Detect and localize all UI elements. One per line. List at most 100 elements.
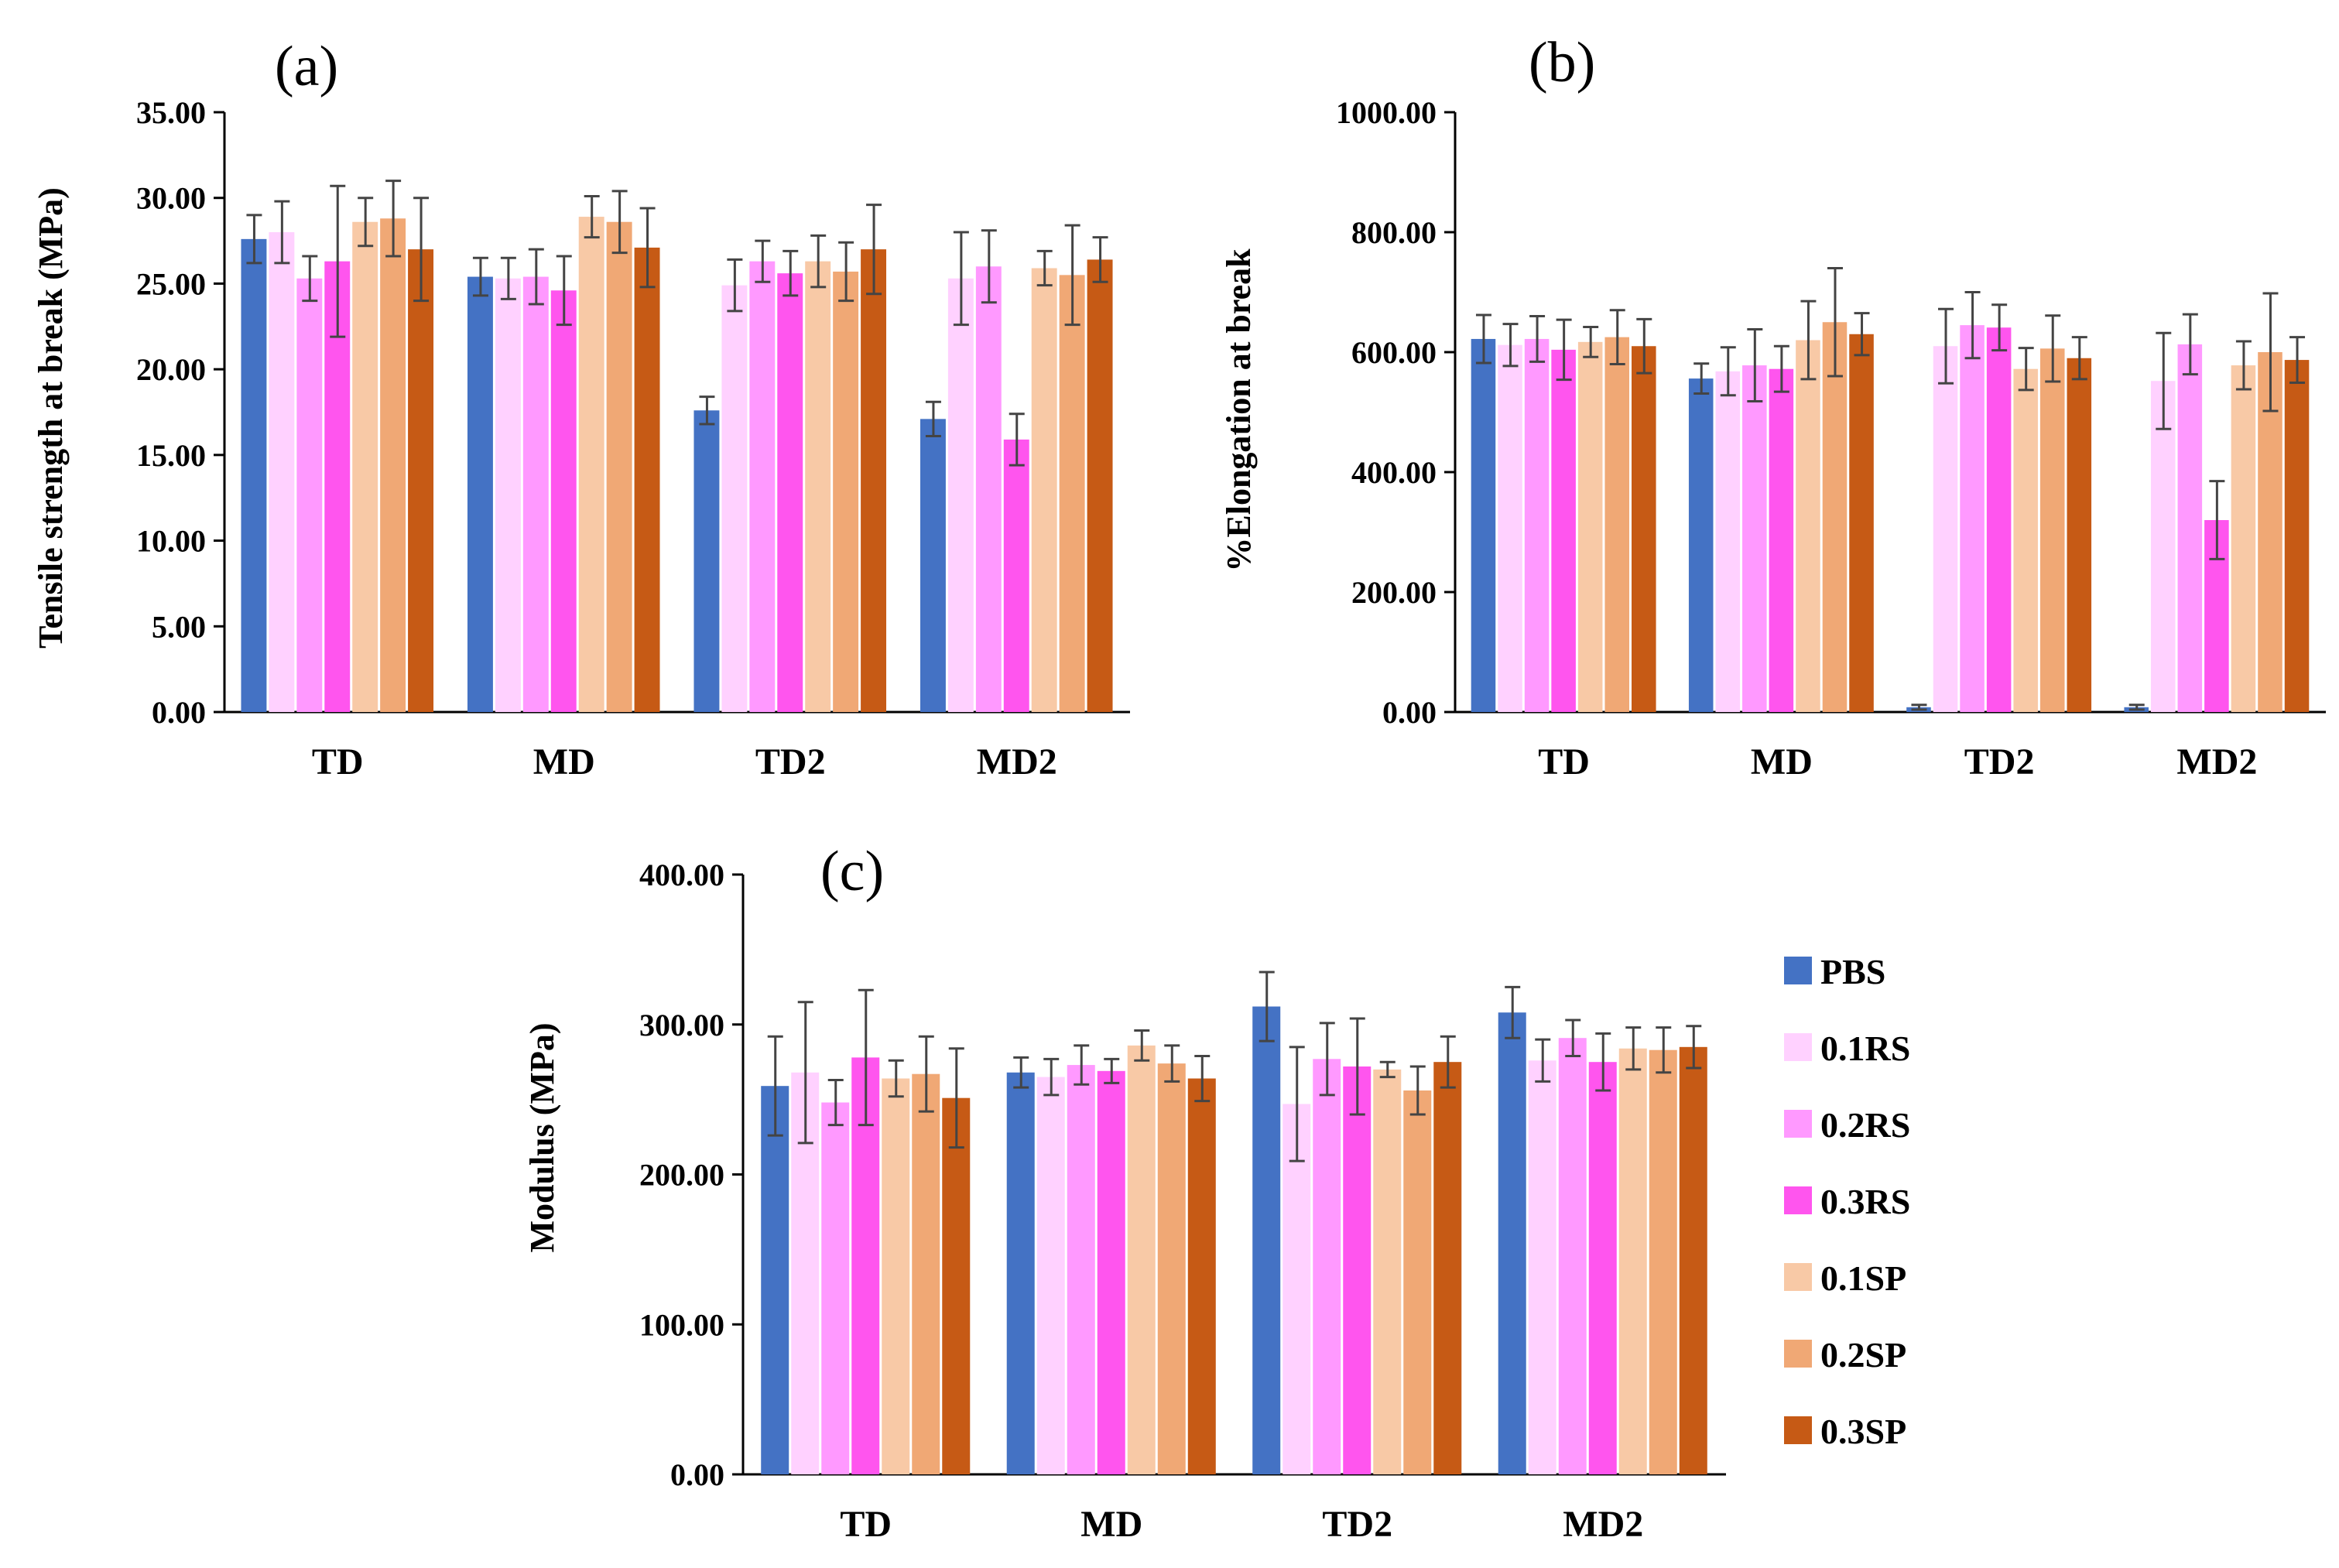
bar-PBS-TD [241,238,267,712]
bar-0.3SP-MD2 [2284,360,2310,712]
bar-0.1RS-TD [1498,344,1522,712]
bar-0.2SP-TD [380,218,406,712]
legend-swatch [1784,1110,1812,1138]
y-tick-label: 400.00 [639,858,724,892]
y-tick-label: 25.00 [136,266,206,301]
bar-0.1SP-MD [1796,340,1820,712]
bar-0.3RS-TD [1551,349,1576,712]
bar-0.2SP-MD2 [2258,352,2282,712]
bar-0.2RS-TD2 [1960,325,1985,712]
bar-0.1SP-TD [882,1078,910,1474]
bar-0.3SP-MD2 [1679,1046,1707,1474]
x-tick-label: MD2 [2176,741,2257,782]
bar-0.2RS-MD [1742,365,1767,712]
y-tick-label: 35.00 [136,95,206,130]
bar-0.1SP-MD2 [1031,268,1057,712]
legend-swatch [1784,1416,1812,1444]
bar-PBS-MD2 [920,419,946,712]
bar-PBS-TD [1471,338,1496,712]
bar-0.2RS-TD [296,278,323,712]
legend-entry: 0.1RS [1820,1029,1910,1068]
legend-entry: 0.2SP [1820,1335,1906,1375]
bar-0.1RS-MD2 [2150,381,2176,712]
x-tick-label: TD2 [1964,741,2035,782]
bar-0.3SP-TD2 [1433,1062,1462,1474]
bar-0.3RS-MD [1097,1070,1125,1474]
bar-0.2SP-TD2 [2039,348,2065,712]
bar-0.3RS-MD [1769,368,1794,712]
x-tick-label: TD [312,741,364,782]
y-tick-label: 600.00 [1351,335,1437,370]
panel-label-a: (a) [275,35,338,98]
legend-swatch [1784,957,1812,984]
legend-entry: 0.1SP [1820,1258,1906,1298]
x-tick-label: MD [1080,1504,1142,1545]
bar-0.3SP-TD2 [861,249,887,713]
bar-0.3SP-MD2 [1087,259,1113,712]
bar-0.2SP-MD2 [1059,275,1085,712]
bar-0.3SP-TD [1632,346,1656,712]
y-tick-label: 20.00 [136,352,206,387]
bar-0.1RS-MD2 [947,278,974,712]
bar-0.3RS-TD2 [777,273,803,713]
bar-0.2SP-TD2 [833,271,859,712]
bar-0.3SP-TD [942,1097,971,1474]
bar-PBS-MD [1688,378,1714,712]
bar-0.1SP-TD2 [1373,1069,1402,1474]
bar-0.1RS-TD2 [1933,346,1958,712]
bar-PBS-TD2 [693,410,720,712]
bar-0.2SP-MD2 [1649,1049,1677,1474]
bar-0.1RS-MD [495,278,521,712]
x-tick-label: TD [1538,741,1590,782]
bar-0.1SP-TD [352,221,378,712]
bar-0.1SP-MD [1127,1045,1156,1474]
y-axis-label-b: %Elongation at break [1220,248,1258,572]
y-axis-label-a: Tensile strength at break (MPa) [32,187,70,649]
y-tick-label: 300.00 [639,1008,724,1042]
bar-0.2RS-MD2 [2177,344,2203,712]
x-tick-label: TD2 [1322,1504,1392,1545]
legend-swatch [1784,1340,1812,1368]
y-tick-label: 1000.00 [1336,95,1437,130]
bar-PBS-MD [467,276,493,713]
bar-0.2RS-TD2 [1313,1059,1341,1474]
bar-0.3RS-TD2 [1986,327,2012,712]
bar-0.2SP-TD [1604,337,1630,712]
legend-swatch [1784,1033,1812,1061]
bar-0.3RS-TD2 [1343,1066,1372,1474]
bar-0.2SP-MD [606,221,632,712]
y-tick-label: 15.00 [136,438,206,473]
y-axis-label-c: Modulus (MPa) [523,1023,561,1253]
bar-0.3RS-MD2 [1003,439,1029,712]
bar-0.2RS-TD [1524,338,1550,712]
bar-0.1SP-TD2 [2013,368,2038,712]
bar-0.1SP-MD [578,217,604,713]
y-tick-label: 10.00 [136,524,206,559]
bar-0.2RS-MD2 [975,266,1002,712]
bar-0.1SP-MD2 [1618,1048,1647,1474]
bar-0.1RS-MD [1715,371,1741,712]
legend: PBS 0.1RS 0.2RS 0.3RS 0.1SP 0.2SP 0.3SP [1784,952,1910,1451]
bar-0.2SP-TD [912,1073,940,1474]
legend-entry: 0.3RS [1820,1182,1910,1221]
bar-0.1SP-TD [1577,341,1603,712]
bar-0.2SP-MD [1157,1063,1186,1474]
chart-b: (b) %Elongation at break 0.00 200.00 400.0… [1220,31,2326,782]
bar-PBS-TD [761,1086,789,1474]
bar-0.2RS-TD2 [749,261,776,713]
y-tick-label: 200.00 [1351,575,1437,610]
bar-0.3SP-MD [1849,334,1874,712]
bar-0.1RS-MD [1036,1077,1065,1474]
bar-0.2SP-TD2 [1403,1090,1432,1474]
bar-0.2RS-MD2 [1558,1038,1587,1474]
bar-PBS-MD [1006,1072,1035,1474]
bar-0.1RS-MD2 [1528,1060,1556,1474]
y-tick-label: 0.00 [670,1457,724,1492]
panel-label-c: (c) [820,840,884,903]
bar-PBS-TD2 [1252,1006,1281,1474]
bar-0.1RS-TD2 [721,285,748,713]
legend-entry: 0.2RS [1820,1105,1910,1145]
legend-swatch [1784,1186,1812,1214]
x-tick-label: MD2 [1563,1504,1643,1545]
bar-0.1SP-TD2 [805,261,831,713]
